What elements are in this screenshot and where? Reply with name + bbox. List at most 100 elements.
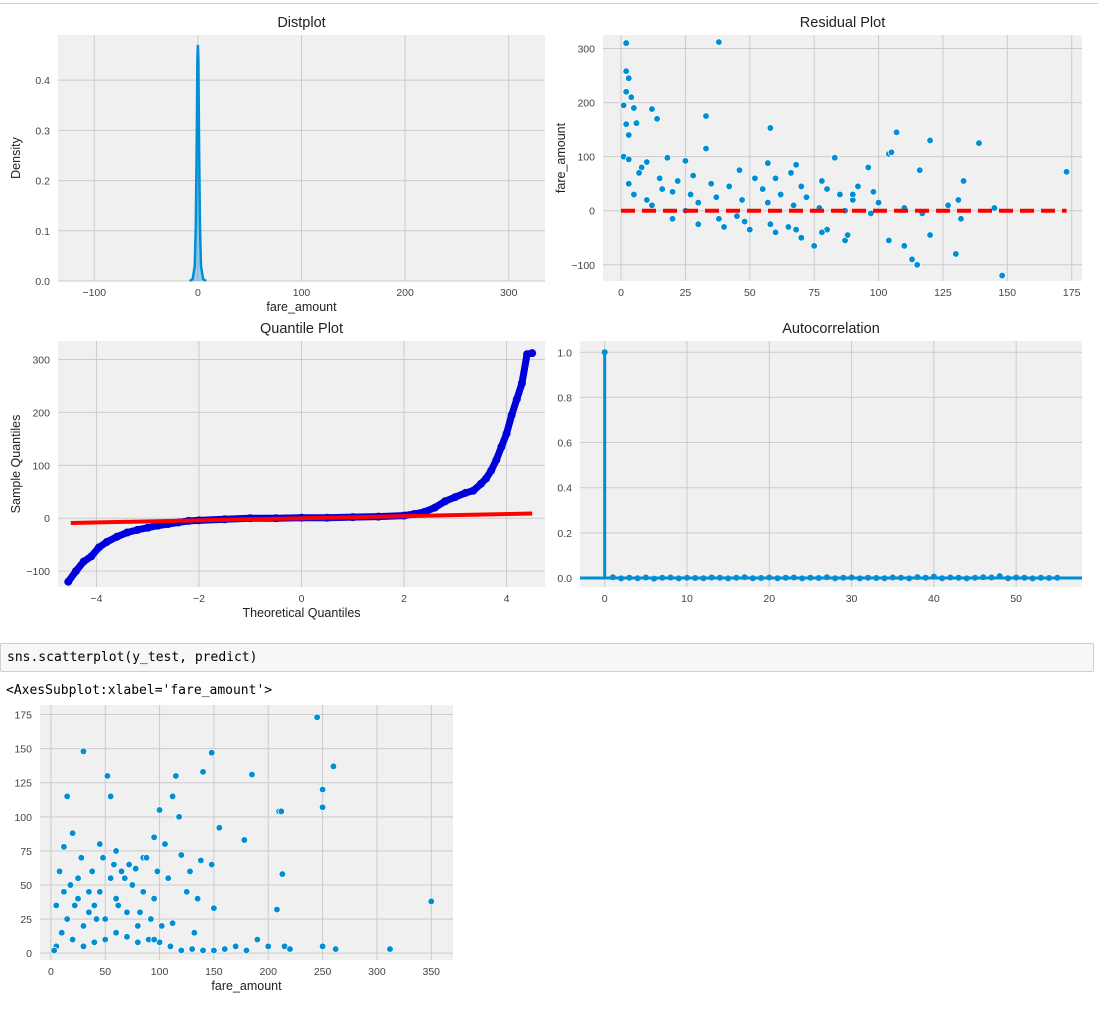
scatter2-point [96,840,104,848]
residual-point [789,201,798,209]
residual-ytick-label: 200 [577,98,595,110]
residual-point [635,169,643,177]
autocorr-xtick-label: 0 [602,593,608,605]
scatter2-xtick-label: 100 [151,966,169,978]
distplot-ytick-label: 0.0 [35,276,50,288]
scatter2-point [150,833,158,841]
residual-point [686,190,695,199]
residual-point [658,185,666,193]
scatter2-point [215,824,223,832]
autocorr-xtick-label: 40 [928,593,940,605]
residual-xtick-label: 0 [618,287,624,299]
scatter2-point [114,901,122,910]
scatter2-point [123,933,131,941]
residual-point [1062,168,1071,176]
scatter2-point [231,942,240,951]
scatter2-point [158,922,166,930]
chart-quantile: −4 −2 0 2 4 −100 0 100 200 300 Quantile Plot Theore… [9,321,545,620]
autocorr-ytick-label: 0.6 [557,438,572,450]
scatter2-ytick-label: 125 [14,778,32,790]
scatter2-point [199,768,207,776]
residual-point [844,231,852,239]
residual-point [766,124,775,132]
scatter2-point [112,894,120,903]
scatter2-point [90,938,98,946]
scatter2-point [66,881,75,889]
residual-point [869,188,878,196]
scatter2-xtick-label: 0 [48,966,54,978]
residual-point [643,158,651,166]
distplot-xtick-label: 300 [500,287,518,299]
residual-point [802,193,811,201]
scatter2-point [331,945,340,953]
scatter2-point [134,938,142,946]
scatter2-point [131,864,140,873]
scatter2-point [177,851,185,859]
scatter2-point [193,894,202,903]
scatter2-point [123,908,131,916]
residual-point [810,242,818,250]
scatter2-point [63,792,71,801]
residual-point [648,105,656,113]
residual-plot-area [603,35,1082,281]
scatter2-point [190,929,198,937]
quantile-xlabel: Theoretical Quantiles [242,606,360,620]
residual-point [959,177,968,185]
quantile-xtick-label: 4 [504,593,510,605]
scatter2-point [221,945,229,953]
residual-point [823,185,831,193]
distplot-ylabel: Density [9,136,23,178]
scatter2-point [79,747,88,756]
scatter2-point [273,905,281,914]
scatter2-point [71,901,79,910]
distplot-ytick-label: 0.2 [35,176,50,188]
residual-point [784,223,793,231]
residual-point [926,136,934,145]
scatter2-point [150,935,158,944]
scatter2-point [77,854,85,862]
scatter2-ytick-label: 50 [20,880,32,892]
scatter2-point [58,929,66,937]
residual-point [759,185,767,193]
residual-point [720,223,728,231]
autocorr-ytick-label: 0.8 [557,392,572,404]
scatter2-point [318,942,327,951]
residual-xtick-label: 50 [744,287,756,299]
residual-point [702,144,710,153]
scatter2-xtick-label: 300 [368,966,386,978]
scatter2-ytick-label: 175 [14,710,32,722]
residual-point [702,112,710,120]
residual-point [630,190,638,199]
residual-point [674,177,682,185]
residual-xtick-label: 75 [808,287,820,299]
autocorr-xtick-label: 30 [846,593,858,605]
scatter2-point [210,946,218,955]
scatter2-xtick-label: 150 [205,966,223,978]
scatter2-point [85,908,93,916]
residual-point [792,225,800,234]
autocorr-title: Autocorrelation [782,321,880,337]
residual-point [619,101,628,109]
residual-point [913,261,921,269]
scatter2-point [128,881,137,889]
scatter2-point [50,946,58,955]
quantile-ylabel: Sample Quantiles [9,415,23,514]
residual-point [916,166,924,174]
scatter2-point [161,840,169,848]
residual-xtick-label: 175 [1063,287,1081,299]
scatter2-xtick-label: 200 [259,966,277,978]
scatter2-point [208,749,216,757]
code-cell[interactable]: sns.scatterplot(y_test, predict) [0,643,1094,672]
scatter2-point [427,897,435,906]
code-text[interactable]: sns.scatterplot(y_test, predict) [7,650,258,665]
scatter2-point [55,867,64,876]
scatter2-point [52,901,60,910]
scatter2-point [60,888,68,896]
residual-xtick-label: 100 [870,287,888,299]
residual-point [622,67,630,75]
scatter2-ytick-label: 150 [14,744,32,756]
residual-point [831,154,839,162]
scatter2-point [253,935,262,944]
scatter2-point [318,785,327,794]
residual-ylabel: fare_amount [554,122,568,193]
